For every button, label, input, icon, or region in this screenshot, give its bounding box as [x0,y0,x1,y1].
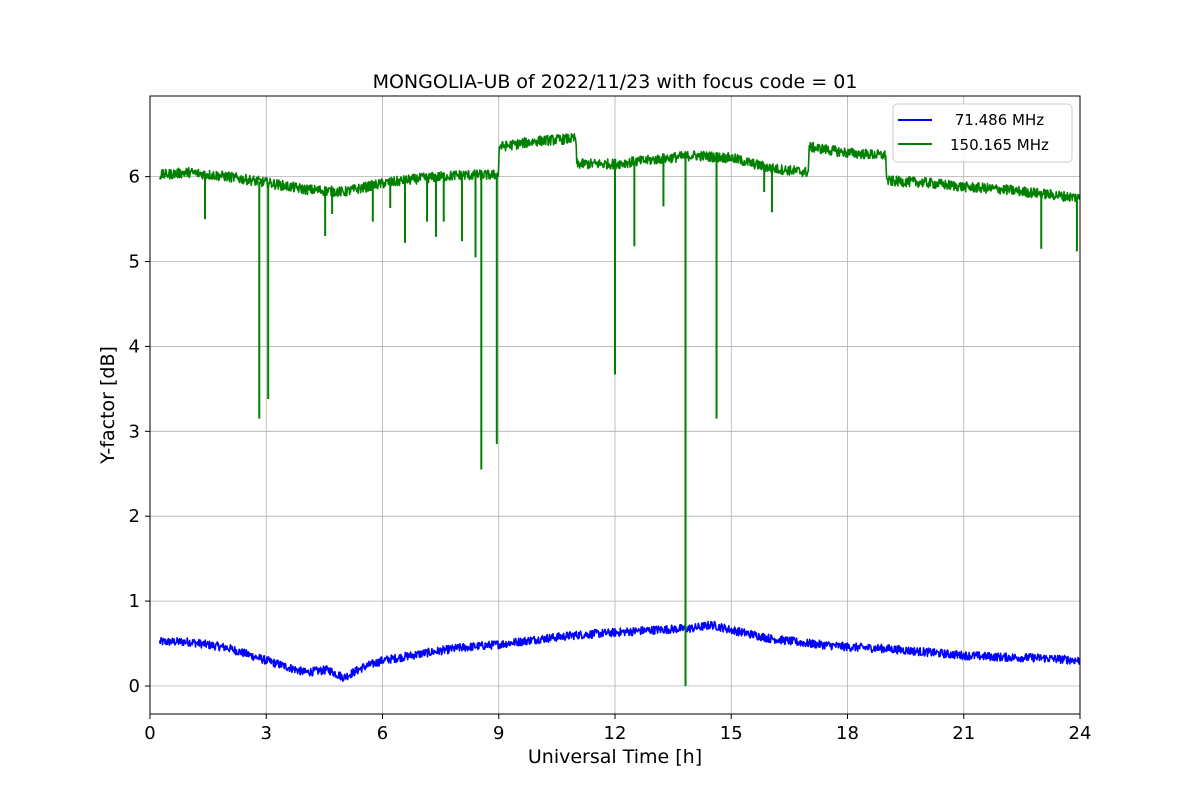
chart-title: MONGOLIA-UB of 2022/11/23 with focus cod… [373,71,858,93]
y-tick-label: 2 [129,506,140,527]
x-tick-label: 12 [604,723,627,744]
legend: 71.486 MHz 150.165 MHz [892,103,1073,163]
x-tick-label: 3 [261,723,272,744]
y-tick-label: 0 [129,676,140,697]
x-tick-label: 9 [493,723,504,744]
legend-label-series-1: 150.165 MHz [950,136,1049,154]
x-axis-label: Universal Time [h] [528,746,702,768]
x-tick-label: 18 [836,723,859,744]
y-tick-label: 3 [129,421,140,442]
series-layer [158,132,1081,686]
series-line-0 [158,620,1081,682]
x-tick-label: 21 [952,723,975,744]
x-tick-label: 6 [377,723,388,744]
x-tick-label: 0 [144,723,155,744]
y-tick-label: 5 [129,252,140,273]
x-tick-label: 24 [1069,723,1092,744]
y-tick-label: 4 [129,336,140,357]
series-line-1 [158,132,1081,203]
y-tick-label: 6 [129,167,140,188]
x-tick-label: 15 [720,723,743,744]
y-axis-label: Y-factor [dB] [97,346,119,465]
y-tick-label: 1 [129,591,140,612]
legend-label-series-0: 71.486 MHz [950,111,1044,129]
legend-box [892,103,1073,163]
